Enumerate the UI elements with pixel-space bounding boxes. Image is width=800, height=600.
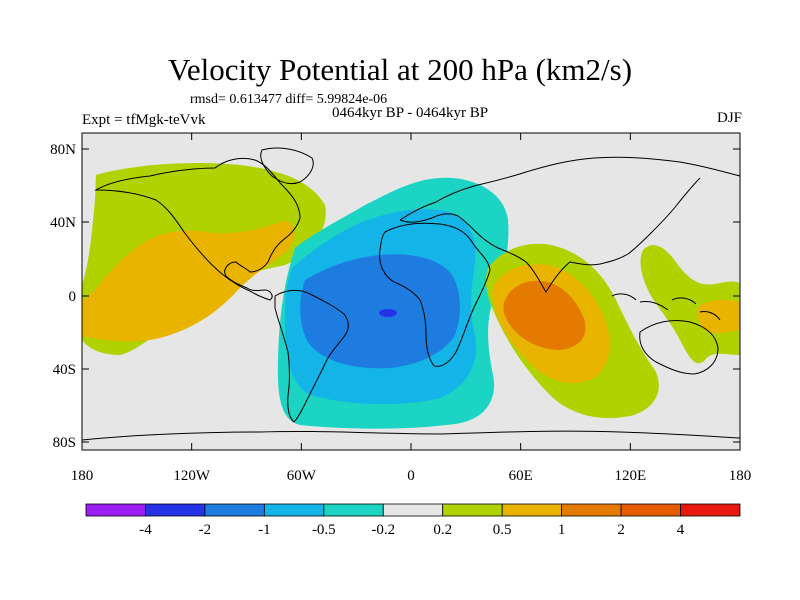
colorbar-label: 2 [617,522,625,538]
colorbar-swatch [204,503,265,517]
axis-ticks [81,133,741,450]
coastline-eurasia [399,156,740,293]
lon-label: 120E [614,468,646,484]
period-label: 0464kyr BP - 0464kyr BP [331,105,489,121]
colorbar-labels: -4 -2 -1 -0.5 -0.2 0.2 0.5 1 2 4 [139,522,685,538]
coastline-africa [379,222,491,367]
plot-title: Velocity Potential at 200 hPa (km2/s) [167,52,633,87]
colorbar-label: -4 [139,522,152,538]
colorbar-swatch [680,503,741,517]
colorbar-swatch [561,503,622,517]
latitude-labels: 80N 40N 0 40S 80S [50,142,76,451]
contour-region-negative-2 [379,309,397,317]
colorbar-swatch [501,503,563,517]
coastline-australia [639,319,719,375]
lon-label: 60E [509,468,533,484]
longitude-labels: 180 120W 60W 0 60E 120E 180 [71,468,752,484]
colorbar-swatch [442,503,503,517]
colorbar-label: -0.2 [371,522,395,538]
lon-label: 120W [173,468,211,484]
coastline-greenland [260,147,314,185]
coastline-north-america [94,157,301,301]
lat-label: 40S [53,362,76,378]
colorbar-swatch [620,503,681,517]
lon-label: 180 [71,468,94,484]
coastline-antarctica [82,430,740,441]
colorbar-swatch [382,503,444,517]
lat-label: 0 [69,289,77,305]
lat-label: 40N [50,215,76,231]
lon-label: 180 [729,468,752,484]
colorbar-label: -2 [199,522,212,538]
colorbar-label: 0.5 [493,522,512,538]
coastlines [82,147,740,441]
season-label: DJF [716,110,742,126]
colorbar-swatch [145,503,206,517]
coastline-indonesia [611,293,721,321]
colorbar-label: 0.2 [433,522,452,538]
colorbar-label: -0.5 [312,522,336,538]
contour-region-positive-0-2-pacific [640,245,740,364]
colorbar-swatch [263,503,325,517]
colorbar [85,503,741,517]
coastline-south-america [274,289,349,423]
lat-label: 80N [50,142,76,158]
lon-label: 0 [407,468,415,484]
contour-region-positive-0-5 [82,221,295,342]
map-plot-area [82,133,740,450]
colorbar-label: -1 [258,522,271,538]
lat-label: 80S [53,435,76,451]
experiment-label: Expt = tfMgk-teVvk [82,112,206,128]
colorbar-label: 4 [677,522,685,538]
colorbar-label: 1 [558,522,566,538]
colorbar-swatch [85,503,146,517]
colorbar-swatch [323,503,384,517]
lon-label: 60W [287,468,317,484]
stats-text: rmsd= 0.613477 diff= 5.99824e-06 [190,92,388,107]
contour-region-positive-1-indian [503,280,586,350]
contour-region-positive-0-5-pacific [697,300,740,334]
